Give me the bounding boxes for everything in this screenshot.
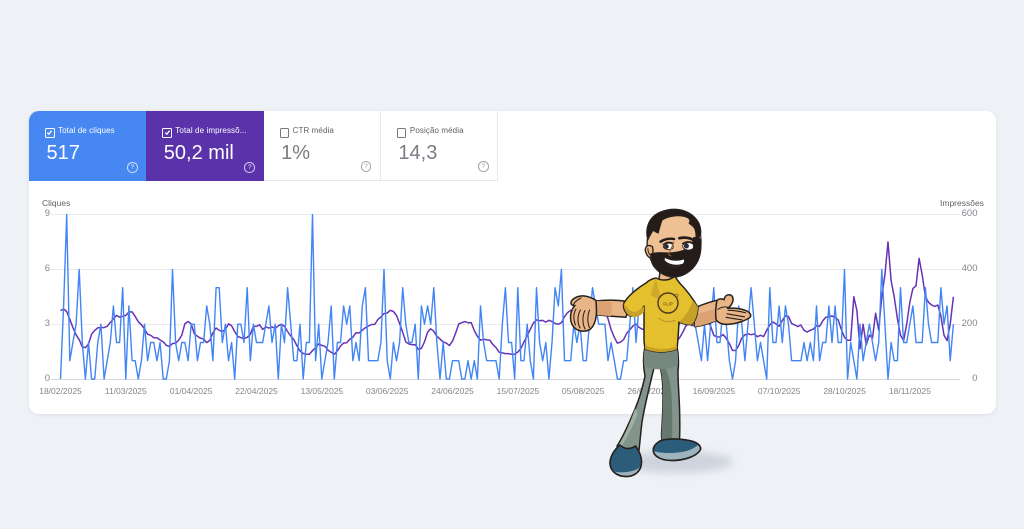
svg-text:FLIP: FLIP (663, 301, 672, 306)
